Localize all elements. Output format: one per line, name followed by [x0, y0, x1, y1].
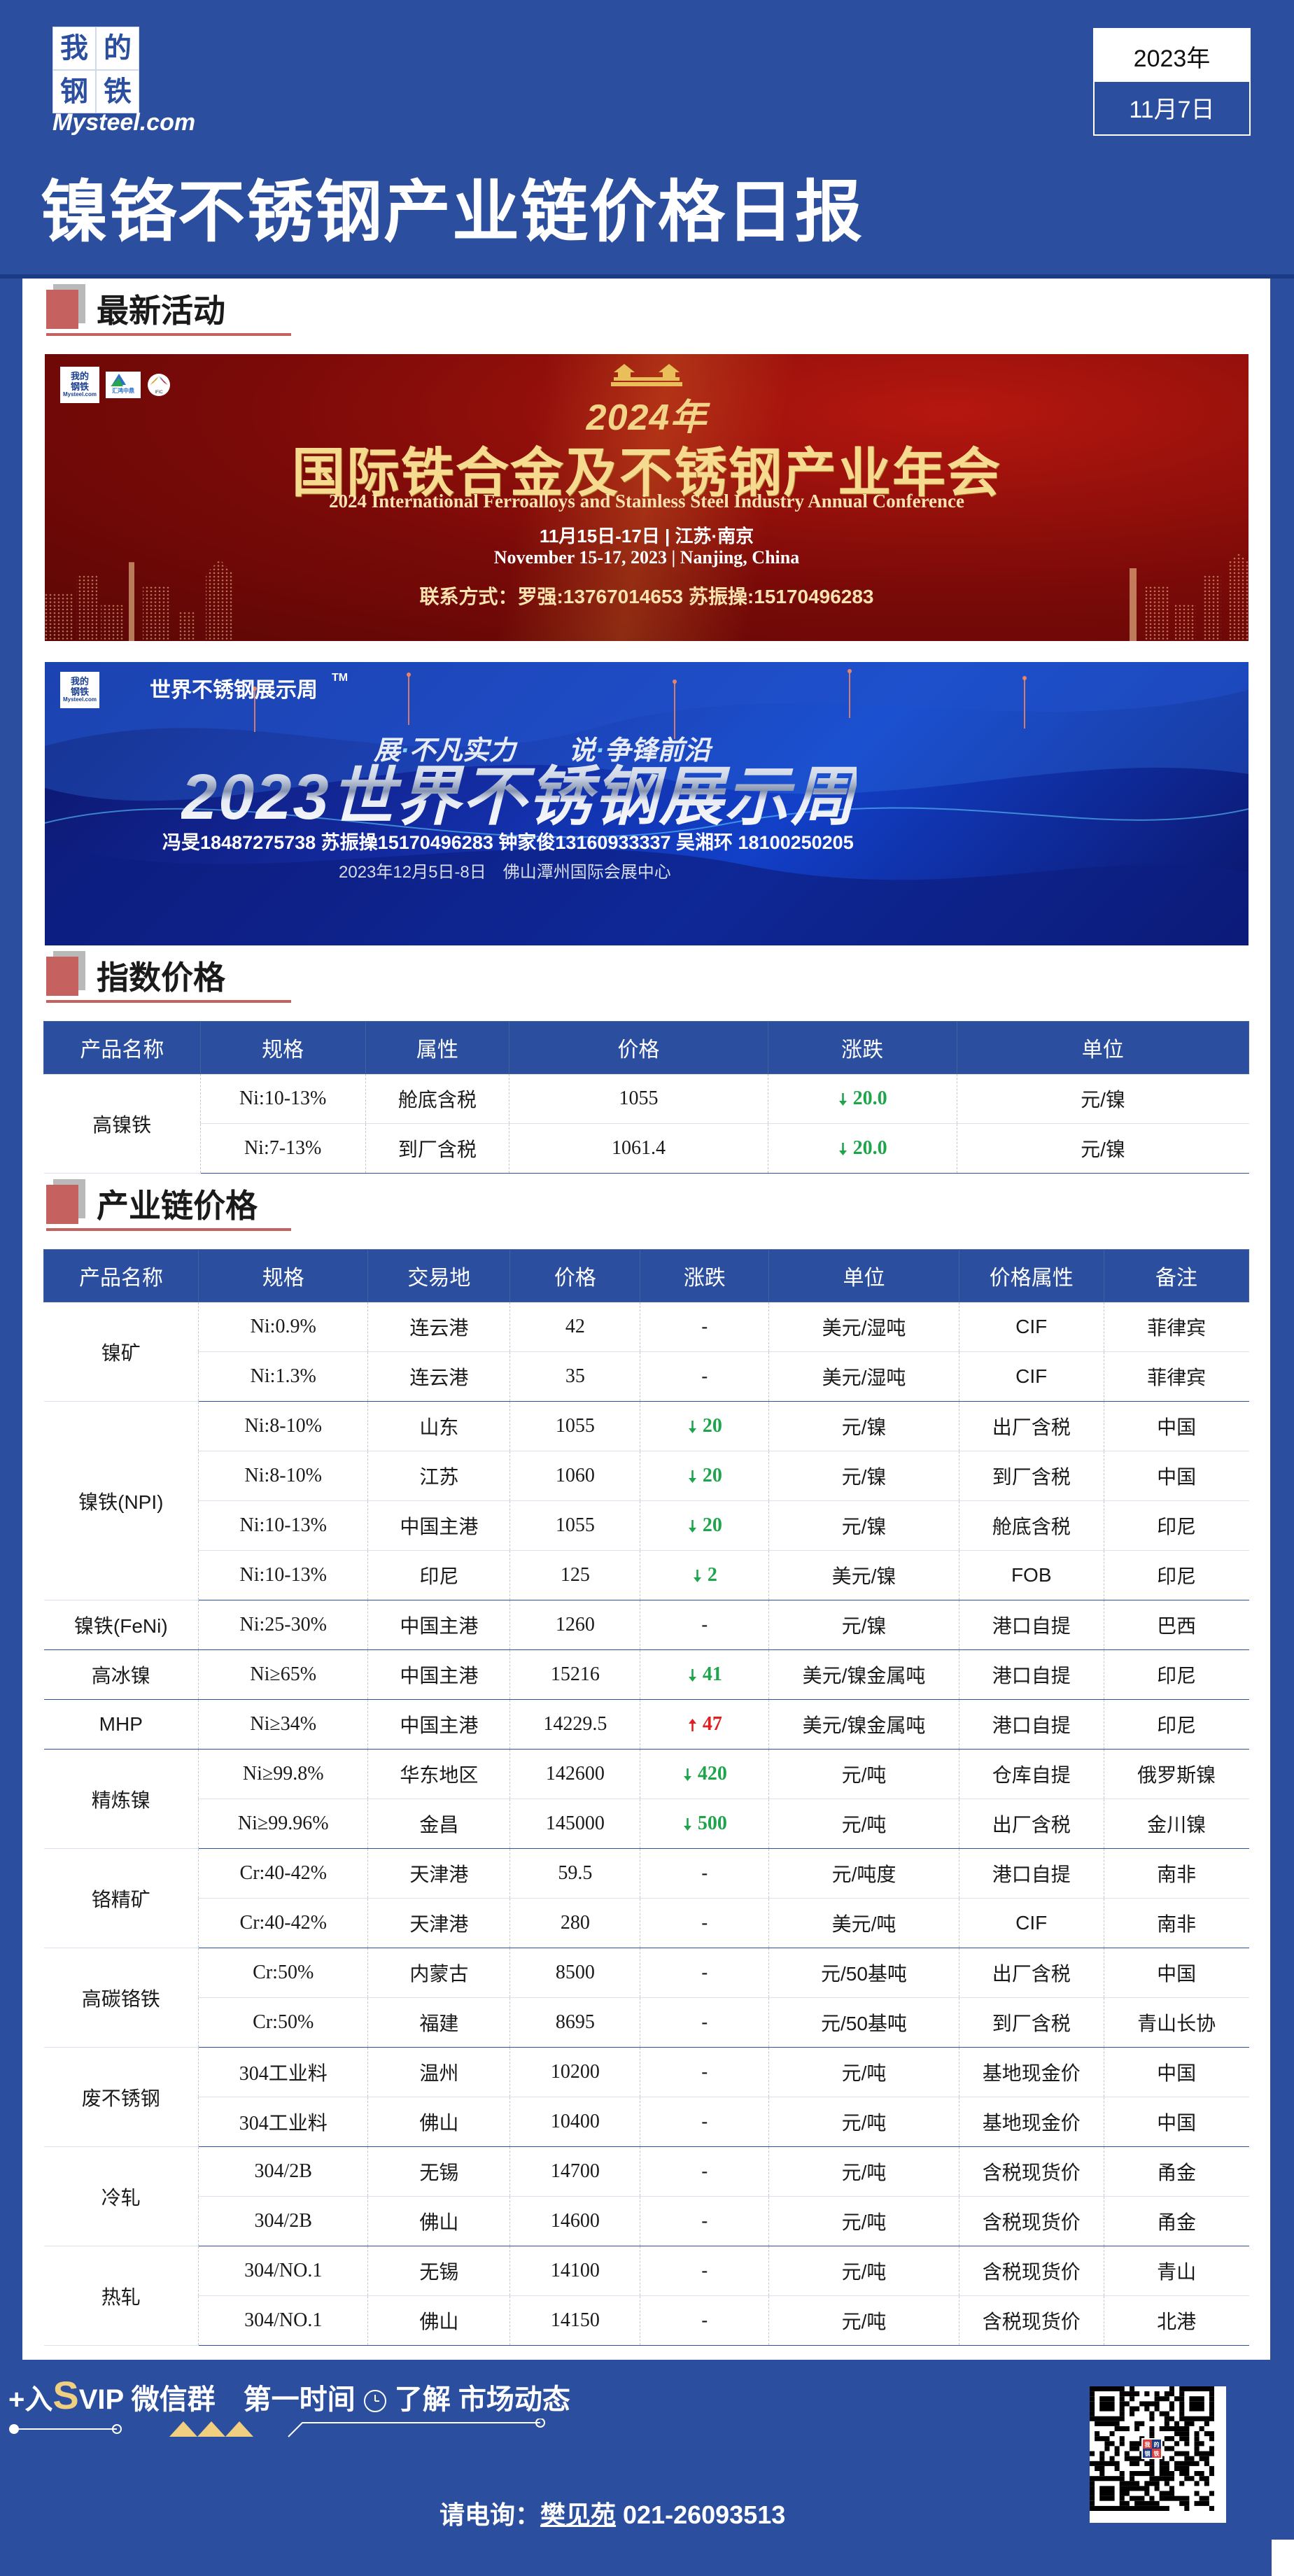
svg-text:铁: 铁 [1154, 2450, 1160, 2457]
svg-text:我: 我 [1145, 2441, 1151, 2448]
svg-text:IFIC: IFIC [155, 390, 163, 395]
svg-text:汇鸿中鼎: 汇鸿中鼎 [112, 387, 134, 394]
svg-text:钢: 钢 [1145, 2450, 1151, 2457]
svg-text:的: 的 [1154, 2441, 1160, 2448]
